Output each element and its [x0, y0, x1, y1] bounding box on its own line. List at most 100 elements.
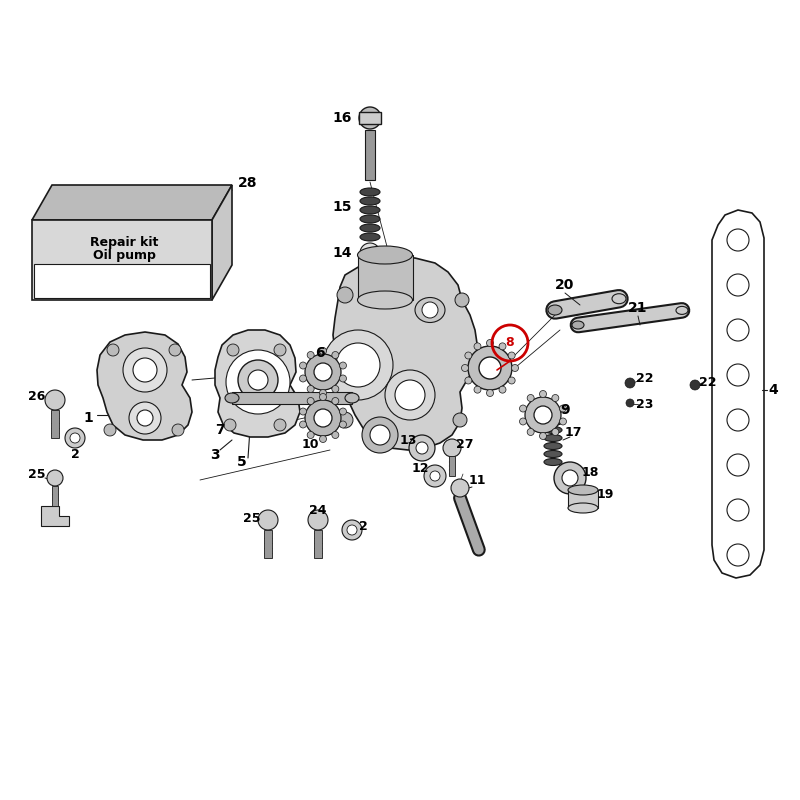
Ellipse shape	[544, 426, 562, 434]
Polygon shape	[215, 330, 300, 437]
Circle shape	[443, 439, 461, 457]
Bar	[365, 130, 375, 180]
Circle shape	[339, 421, 346, 428]
Text: Oil pump: Oil pump	[93, 249, 155, 262]
Ellipse shape	[544, 442, 562, 450]
Circle shape	[299, 408, 306, 415]
Bar	[52, 486, 58, 506]
Circle shape	[539, 390, 546, 398]
Bar	[51, 410, 59, 438]
Circle shape	[238, 360, 278, 400]
Circle shape	[307, 431, 314, 438]
Circle shape	[307, 351, 314, 358]
Ellipse shape	[360, 233, 380, 241]
Circle shape	[336, 343, 380, 387]
Circle shape	[690, 380, 700, 390]
Circle shape	[339, 362, 346, 369]
Circle shape	[519, 418, 526, 425]
Circle shape	[727, 454, 749, 476]
Circle shape	[562, 470, 578, 486]
Text: 24: 24	[310, 503, 326, 517]
Text: 14: 14	[332, 246, 352, 260]
Text: Repair kit: Repair kit	[90, 236, 158, 249]
Circle shape	[519, 405, 526, 412]
Text: 3: 3	[210, 448, 220, 462]
Bar	[232, 392, 352, 404]
Polygon shape	[333, 258, 478, 450]
Ellipse shape	[360, 224, 380, 232]
Circle shape	[559, 405, 566, 412]
Circle shape	[319, 390, 326, 397]
Ellipse shape	[544, 450, 562, 458]
Circle shape	[274, 344, 286, 356]
Circle shape	[360, 243, 380, 263]
Circle shape	[359, 107, 381, 129]
Circle shape	[332, 351, 339, 358]
Circle shape	[727, 499, 749, 521]
Circle shape	[559, 418, 566, 425]
Circle shape	[554, 462, 586, 494]
Bar	[449, 456, 455, 476]
Ellipse shape	[544, 458, 562, 466]
Circle shape	[305, 400, 341, 436]
Circle shape	[424, 465, 446, 487]
Text: 25: 25	[243, 511, 261, 525]
Text: 4: 4	[768, 383, 778, 397]
Circle shape	[465, 352, 472, 359]
Circle shape	[395, 380, 425, 410]
Circle shape	[552, 429, 559, 435]
Text: 7: 7	[215, 423, 225, 437]
Text: 28: 28	[238, 176, 258, 190]
Text: 2: 2	[70, 449, 79, 462]
Text: 15: 15	[332, 200, 352, 214]
Ellipse shape	[544, 434, 562, 442]
Circle shape	[319, 394, 326, 401]
Ellipse shape	[360, 206, 380, 214]
Circle shape	[727, 364, 749, 386]
Circle shape	[172, 424, 184, 436]
Circle shape	[468, 346, 512, 390]
Circle shape	[305, 354, 341, 390]
Circle shape	[323, 330, 393, 400]
Circle shape	[299, 375, 306, 382]
Circle shape	[727, 319, 749, 341]
Circle shape	[508, 352, 515, 359]
Ellipse shape	[568, 485, 598, 495]
Circle shape	[409, 435, 435, 461]
Text: 10: 10	[302, 438, 318, 451]
Circle shape	[455, 293, 469, 307]
Ellipse shape	[358, 246, 413, 264]
Bar	[568, 490, 598, 508]
Text: 6: 6	[315, 346, 325, 360]
Circle shape	[347, 525, 357, 535]
Text: 21: 21	[628, 301, 648, 315]
Circle shape	[332, 398, 339, 405]
Circle shape	[129, 402, 161, 434]
Ellipse shape	[612, 294, 626, 304]
Polygon shape	[41, 506, 69, 526]
Bar	[34, 264, 210, 298]
Text: 18: 18	[582, 466, 598, 479]
Ellipse shape	[572, 321, 584, 329]
Circle shape	[499, 386, 506, 393]
Circle shape	[474, 343, 481, 350]
Ellipse shape	[548, 305, 562, 315]
Circle shape	[299, 421, 306, 428]
Circle shape	[248, 370, 268, 390]
Circle shape	[453, 413, 467, 427]
Text: 25: 25	[28, 469, 46, 482]
Text: 26: 26	[28, 390, 46, 403]
Circle shape	[727, 274, 749, 296]
Circle shape	[274, 419, 286, 431]
Circle shape	[107, 344, 119, 356]
Text: 27: 27	[456, 438, 474, 451]
Text: 5: 5	[237, 455, 247, 469]
Polygon shape	[97, 332, 192, 440]
Ellipse shape	[358, 291, 413, 309]
Circle shape	[307, 398, 314, 405]
Ellipse shape	[415, 298, 445, 322]
Circle shape	[319, 347, 326, 354]
Circle shape	[362, 417, 398, 453]
Circle shape	[339, 408, 346, 415]
Circle shape	[370, 425, 390, 445]
